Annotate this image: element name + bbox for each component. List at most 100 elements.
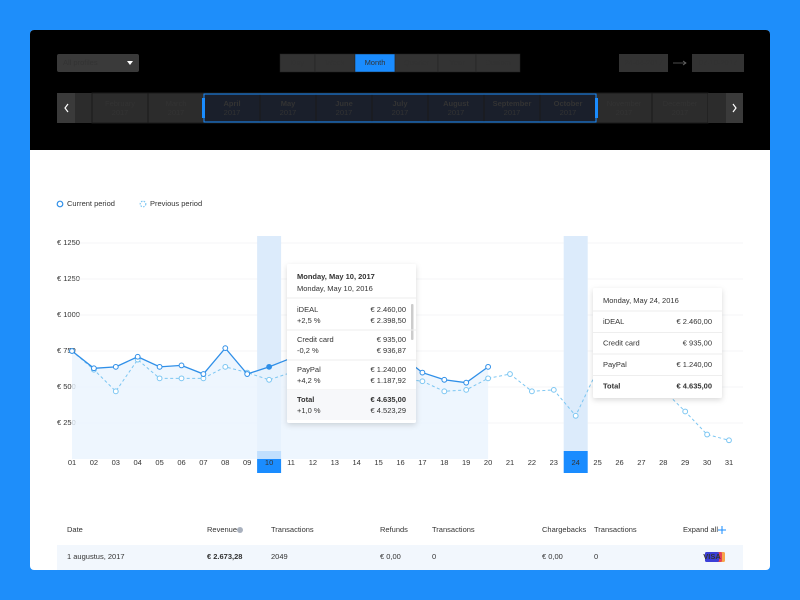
month-partial [708,93,726,123]
previous-point [156,375,163,382]
current-point [463,379,470,386]
x-tick-label: 26 [615,458,623,467]
previous-point [726,437,732,444]
highlight-column [563,236,588,451]
previous-point [550,386,557,393]
table-header: Transactions [594,525,637,534]
previous-point [507,371,513,377]
x-tick-label: 25 [593,458,601,467]
x-tick-label: 02 [90,458,98,467]
legend-label: Current period [67,199,115,208]
month-year: 2017 [672,108,689,117]
current-point [134,353,141,360]
month-year: 2017 [336,108,353,117]
x-tick-label: 31 [725,458,733,467]
date-to-box[interactable] [692,54,744,72]
table-header: Chargebacks [542,525,586,534]
highlight-day[interactable] [563,451,588,473]
month-year: 2017 [448,108,465,117]
month-name: July [392,99,408,108]
x-tick-label: 14 [353,458,361,467]
previous-point [704,431,710,438]
month-cell[interactable] [203,92,261,124]
period-button[interactable] [475,53,521,73]
month-cell[interactable] [371,92,429,124]
prev-chevron [64,103,69,113]
info-icon[interactable] [237,527,243,533]
y-tick-label: € 1250 [57,274,80,283]
x-tick-label: 07 [199,458,207,467]
current-point [222,345,229,352]
previous-point [463,386,470,393]
tooltip-row-label: Credit card [603,338,640,347]
previous-point [572,412,579,419]
x-tick-label: 10 [265,458,273,467]
table-header: Revenue [207,525,237,534]
month-cell[interactable] [91,92,149,124]
selection-handle[interactable] [202,98,205,118]
x-tick-label: 23 [550,458,558,467]
y-tick-label: € 750 [57,346,76,355]
tooltip-row-change: -0,2 % [297,346,319,355]
month-name: September [493,99,532,108]
tooltip-row-label: Credit card [297,335,334,344]
next-chevron [732,103,737,113]
table-row[interactable] [57,545,743,570]
table-cell: 2049 [271,552,288,561]
month-cell[interactable] [315,92,373,124]
month-year: 2017 [280,108,297,117]
date-from-box[interactable] [619,54,668,72]
x-tick-label: 19 [462,458,470,467]
month-name: August [443,99,469,108]
current-point [200,371,207,377]
current-point [441,376,448,383]
table-cell: 0 [594,552,598,561]
month-name: February [105,99,135,108]
month-cell[interactable] [483,92,541,124]
legend-icon [56,200,64,208]
x-tick-label: 29 [681,458,689,467]
current-point [156,363,163,370]
x-tick-label: 30 [703,458,711,467]
table-header: Date [67,525,83,534]
x-tick-label: 11 [287,458,295,467]
selection-handle[interactable] [595,98,598,118]
x-tick-label: 01 [68,458,76,467]
tooltip-title: Monday, May 10, 2017 [297,272,375,281]
tooltip-row-change: +2,5 % [297,316,321,325]
y-tick-label: € 500 [57,382,76,391]
previous-point [529,388,535,395]
tooltip-row-label: Total [297,395,314,404]
profile-select[interactable] [57,54,139,72]
current-point [244,371,251,377]
month-cell[interactable] [539,92,597,124]
next-button[interactable] [726,93,743,123]
table-cell: 1 augustus, 2017 [67,552,125,561]
period-label: Day [291,58,305,67]
month-name: November [607,99,642,108]
prev-button[interactable] [57,93,75,123]
month-name: December [663,99,698,108]
table-header: Refunds [380,525,408,534]
month-cell[interactable] [259,92,317,124]
month-cell[interactable] [427,92,485,124]
period-label: Month [365,58,386,67]
period-label: Custom [485,58,511,67]
tooltip-total-bg [287,390,416,420]
month-name: October [554,99,583,108]
table-header: Transactions [271,525,314,534]
tooltip-row-label: PayPal [603,360,627,369]
previous-point [222,363,229,370]
month-year: 2017 [112,108,129,117]
month-cell[interactable] [651,92,709,124]
month-cell[interactable] [147,92,205,124]
month-cell[interactable] [595,92,653,124]
card-visa [705,552,719,562]
expand-all[interactable]: Expand all [683,525,718,534]
month-year: 2017 [616,108,633,117]
tooltip-row-change: +4,2 % [297,376,321,385]
current-point [485,363,492,370]
tooltip-row-value: € 4.635,00 [371,395,406,404]
month-name: April [223,99,240,108]
